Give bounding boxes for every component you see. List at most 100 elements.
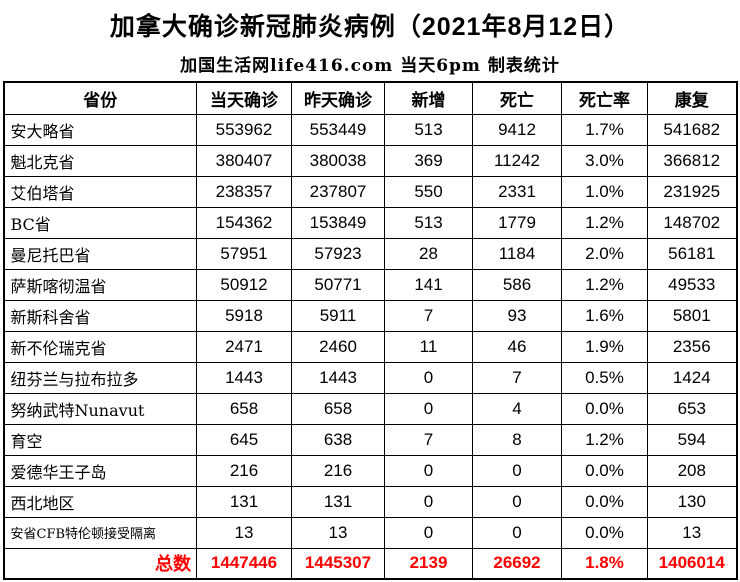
total-new-cases: 2139 xyxy=(384,547,473,580)
cell-deaths: 9412 xyxy=(472,113,562,146)
cell-province: 魁北克省 xyxy=(3,144,197,177)
cell-recovered: 130 xyxy=(647,485,737,518)
cell-deaths: 0 xyxy=(472,485,562,518)
cell-deaths: 0 xyxy=(472,454,562,487)
cell-death-rate: 1.2% xyxy=(561,423,648,456)
cell-deaths: 8 xyxy=(472,423,562,456)
cell-yesterday-confirmed: 638 xyxy=(291,423,385,456)
cell-today-confirmed: 216 xyxy=(196,454,292,487)
cell-recovered: 49533 xyxy=(647,268,737,301)
cell-death-rate: 2.0% xyxy=(561,237,648,270)
cell-yesterday-confirmed: 380038 xyxy=(291,144,385,177)
cell-today-confirmed: 5918 xyxy=(196,299,292,332)
cell-province: 育空 xyxy=(3,423,197,456)
cell-province: 萨斯喀彻温省 xyxy=(3,268,197,301)
cell-yesterday-confirmed: 13 xyxy=(291,516,385,549)
cell-province: 努纳武特Nunavut xyxy=(3,392,197,425)
cell-new-cases: 7 xyxy=(384,423,473,456)
cell-recovered: 653 xyxy=(647,392,737,425)
cell-deaths: 1779 xyxy=(472,206,562,239)
table-row: 纽芬兰与拉布拉多 1443 1443 0 7 0.5% 1424 xyxy=(3,361,737,394)
cell-new-cases: 7 xyxy=(384,299,473,332)
table-row: BC省 154362 153849 513 1779 1.2% 148702 xyxy=(3,206,737,239)
cell-new-cases: 141 xyxy=(384,268,473,301)
cell-yesterday-confirmed: 1443 xyxy=(291,361,385,394)
cell-death-rate: 0.0% xyxy=(561,516,648,549)
total-death-rate: 1.8% xyxy=(561,547,648,580)
total-row: 总数 1447446 1445307 2139 26692 1.8% 14060… xyxy=(3,547,737,580)
cell-new-cases: 0 xyxy=(384,485,473,518)
table-row: 曼尼托巴省 57951 57923 28 1184 2.0% 56181 xyxy=(3,237,737,270)
total-recovered: 1406014 xyxy=(647,547,737,580)
table-row: 新不伦瑞克省 2471 2460 11 46 1.9% 2356 xyxy=(3,330,737,363)
cell-yesterday-confirmed: 2460 xyxy=(291,330,385,363)
cell-deaths: 4 xyxy=(472,392,562,425)
cell-death-rate: 1.7% xyxy=(561,113,648,146)
cell-recovered: 366812 xyxy=(647,144,737,177)
cell-yesterday-confirmed: 153849 xyxy=(291,206,385,239)
cell-death-rate: 3.0% xyxy=(561,144,648,177)
cell-death-rate: 1.0% xyxy=(561,175,648,208)
cell-province: BC省 xyxy=(3,206,197,239)
cell-death-rate: 0.0% xyxy=(561,485,648,518)
table-row: 艾伯塔省 238357 237807 550 2331 1.0% 231925 xyxy=(3,175,737,208)
cell-new-cases: 0 xyxy=(384,516,473,549)
cell-death-rate: 0.0% xyxy=(561,392,648,425)
table-header-row: 省份 当天确诊 昨天确诊 新增 死亡 死亡率 康复 xyxy=(3,81,737,115)
cell-recovered: 148702 xyxy=(647,206,737,239)
cell-recovered: 56181 xyxy=(647,237,737,270)
table-row: 西北地区 131 131 0 0 0.0% 130 xyxy=(3,485,737,518)
cell-today-confirmed: 1443 xyxy=(196,361,292,394)
cell-province: 纽芬兰与拉布拉多 xyxy=(3,361,197,394)
cell-recovered: 2356 xyxy=(647,330,737,363)
cell-yesterday-confirmed: 131 xyxy=(291,485,385,518)
header-cell-today-confirmed: 当天确诊 xyxy=(196,81,292,115)
cell-recovered: 5801 xyxy=(647,299,737,332)
page-title: 加拿大确诊新冠肺炎病例（2021年8月12日） xyxy=(109,13,631,41)
cell-province: 爱德华王子岛 xyxy=(3,454,197,487)
table-row: 爱德华王子岛 216 216 0 0 0.0% 208 xyxy=(3,454,737,487)
cell-death-rate: 0.5% xyxy=(561,361,648,394)
cell-today-confirmed: 238357 xyxy=(196,175,292,208)
cell-death-rate: 1.9% xyxy=(561,330,648,363)
cell-new-cases: 11 xyxy=(384,330,473,363)
cell-recovered: 1424 xyxy=(647,361,737,394)
cell-yesterday-confirmed: 5911 xyxy=(291,299,385,332)
cell-today-confirmed: 50912 xyxy=(196,268,292,301)
cell-new-cases: 369 xyxy=(384,144,473,177)
cell-new-cases: 0 xyxy=(384,392,473,425)
cell-new-cases: 0 xyxy=(384,361,473,394)
cell-death-rate: 1.6% xyxy=(561,299,648,332)
cell-recovered: 13 xyxy=(647,516,737,549)
header-cell-death-rate: 死亡率 xyxy=(561,81,648,115)
cell-province: 新不伦瑞克省 xyxy=(3,330,197,363)
header-cell-recovered: 康复 xyxy=(647,81,737,115)
cell-recovered: 231925 xyxy=(647,175,737,208)
cell-yesterday-confirmed: 658 xyxy=(291,392,385,425)
cell-yesterday-confirmed: 50771 xyxy=(291,268,385,301)
cell-today-confirmed: 380407 xyxy=(196,144,292,177)
cell-recovered: 208 xyxy=(647,454,737,487)
cell-new-cases: 513 xyxy=(384,206,473,239)
cell-death-rate: 1.2% xyxy=(561,268,648,301)
cell-yesterday-confirmed: 237807 xyxy=(291,175,385,208)
header-cell-province: 省份 xyxy=(3,81,197,115)
cell-recovered: 594 xyxy=(647,423,737,456)
cell-today-confirmed: 57951 xyxy=(196,237,292,270)
table-row: 努纳武特Nunavut 658 658 0 4 0.0% 653 xyxy=(3,392,737,425)
cell-province: 新斯科舍省 xyxy=(3,299,197,332)
table-row: 魁北克省 380407 380038 369 11242 3.0% 366812 xyxy=(3,144,737,177)
cell-deaths: 0 xyxy=(472,516,562,549)
cell-today-confirmed: 645 xyxy=(196,423,292,456)
table-row: 安大略省 553962 553449 513 9412 1.7% 541682 xyxy=(3,113,737,146)
total-yesterday-confirmed: 1445307 xyxy=(291,547,385,580)
total-label: 总数 xyxy=(3,547,197,580)
table-row: 萨斯喀彻温省 50912 50771 141 586 1.2% 49533 xyxy=(3,268,737,301)
table-row: 安省CFB特伦顿接受隔离 13 13 0 0 0.0% 13 xyxy=(3,516,737,549)
cell-today-confirmed: 658 xyxy=(196,392,292,425)
cell-yesterday-confirmed: 553449 xyxy=(291,113,385,146)
cell-today-confirmed: 13 xyxy=(196,516,292,549)
cell-province: 安大略省 xyxy=(3,113,197,146)
table-row: 育空 645 638 7 8 1.2% 594 xyxy=(3,423,737,456)
